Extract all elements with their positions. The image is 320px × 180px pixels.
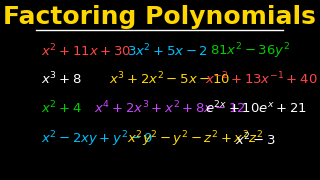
Text: $x^{-2}+13x^{-1}+40$: $x^{-2}+13x^{-1}+40$ <box>205 71 317 88</box>
Text: $x^2+11x+30$: $x^2+11x+30$ <box>41 43 132 59</box>
Text: $e^{2x}+10e^{x}+21$: $e^{2x}+10e^{x}+21$ <box>205 99 307 116</box>
Text: $x^3+8$: $x^3+8$ <box>41 71 82 88</box>
Text: $x^2-3$: $x^2-3$ <box>235 131 276 148</box>
Text: $3x^2+5x-2$: $3x^2+5x-2$ <box>127 43 208 59</box>
Text: $x^2-2xy+y^2-9$: $x^2-2xy+y^2-9$ <box>41 130 154 149</box>
Text: $x^2+4$: $x^2+4$ <box>41 99 82 116</box>
Text: $x^2y^2-y^2-z^2+x^2z^2$: $x^2y^2-y^2-z^2+x^2z^2$ <box>127 130 263 149</box>
Text: $81x^2-36y^2$: $81x^2-36y^2$ <box>210 41 290 61</box>
Text: Factoring Polynomials: Factoring Polynomials <box>3 5 316 29</box>
Text: $x^4+2x^3+x^2+8x-12$: $x^4+2x^3+x^2+8x-12$ <box>94 99 246 116</box>
Text: $x^3+2x^2-5x-10$: $x^3+2x^2-5x-10$ <box>109 71 230 88</box>
